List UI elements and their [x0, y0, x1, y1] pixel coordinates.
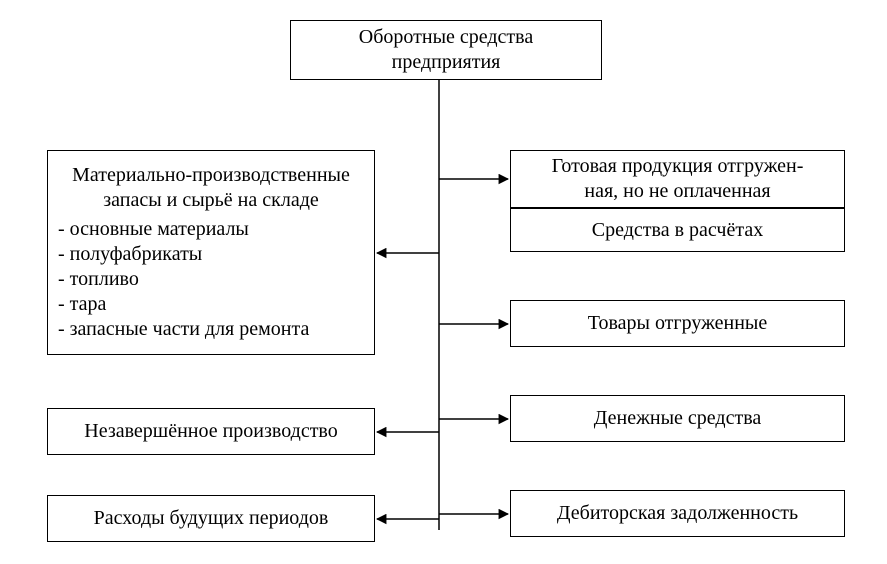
materials-list: - основные материалы - полуфабрикаты - т… — [58, 217, 364, 342]
shipped-unpaid-line2: ная, но не оплаченная — [521, 179, 834, 204]
root-node: Оборотные средства предприятия — [290, 20, 602, 80]
materials-item: - запасные части для ремонта — [58, 317, 364, 342]
node-wip: Незавершённое производство — [47, 408, 375, 455]
node-settlements: Средства в расчётах — [510, 208, 845, 252]
node-materials: Материально-производственные запасы и сы… — [47, 150, 375, 355]
node-cash: Денежные средства — [510, 395, 845, 442]
node-shipped-unpaid: Готовая продукция отгружен- ная, но не о… — [510, 150, 845, 208]
diagram-canvas: Оборотные средства предприятия Материаль… — [0, 0, 887, 564]
materials-item: - топливо — [58, 267, 364, 292]
materials-item: - полуфабрикаты — [58, 242, 364, 267]
receivables-label: Дебиторская задолженность — [521, 501, 834, 526]
node-goods-shipped: Товары отгруженные — [510, 300, 845, 347]
materials-title2: запасы и сырьё на складе — [58, 188, 364, 213]
root-line2: предприятия — [301, 50, 591, 75]
materials-item: - тара — [58, 292, 364, 317]
materials-item: - основные материалы — [58, 217, 364, 242]
cash-label: Денежные средства — [521, 406, 834, 431]
node-future: Расходы будущих периодов — [47, 495, 375, 542]
root-line1: Оборотные средства — [301, 25, 591, 50]
goods-shipped-label: Товары отгруженные — [521, 311, 834, 336]
node-receivables: Дебиторская задолженность — [510, 490, 845, 537]
settlements-label: Средства в расчётах — [521, 218, 834, 243]
shipped-unpaid-line1: Готовая продукция отгружен- — [521, 154, 834, 179]
future-label: Расходы будущих периодов — [58, 506, 364, 531]
materials-title1: Материально-производственные — [58, 163, 364, 188]
wip-label: Незавершённое производство — [58, 419, 364, 444]
